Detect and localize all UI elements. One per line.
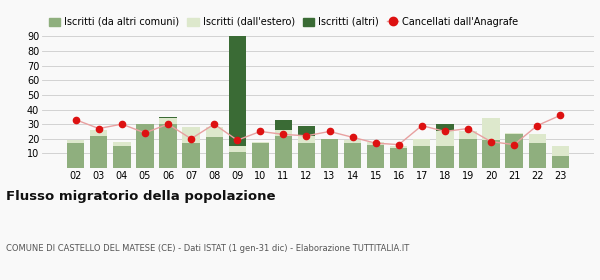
Bar xyxy=(275,130,292,136)
Bar xyxy=(460,131,476,139)
Bar xyxy=(229,25,246,146)
Bar xyxy=(482,118,500,140)
Bar xyxy=(182,127,200,143)
Bar xyxy=(551,156,569,168)
Bar xyxy=(229,146,246,152)
Bar xyxy=(367,144,385,168)
Bar xyxy=(113,142,131,146)
Bar xyxy=(551,146,569,156)
Bar xyxy=(160,118,176,124)
Bar xyxy=(298,126,315,136)
Bar xyxy=(298,136,315,143)
Bar xyxy=(67,143,85,168)
Bar xyxy=(505,134,523,168)
Bar xyxy=(390,148,407,168)
Bar xyxy=(460,139,476,168)
Bar xyxy=(251,143,269,168)
Bar xyxy=(90,136,107,168)
Bar xyxy=(90,130,107,136)
Bar xyxy=(182,143,200,168)
Bar xyxy=(529,134,546,143)
Bar xyxy=(206,137,223,168)
Bar xyxy=(413,146,430,168)
Bar xyxy=(67,140,85,143)
Bar xyxy=(251,142,269,143)
Bar xyxy=(413,139,430,146)
Bar xyxy=(436,146,454,168)
Bar xyxy=(436,124,454,131)
Bar xyxy=(160,124,176,168)
Bar xyxy=(436,131,454,146)
Bar xyxy=(482,140,500,168)
Bar xyxy=(321,139,338,168)
Bar xyxy=(160,117,176,118)
Bar xyxy=(136,124,154,168)
Bar xyxy=(298,143,315,168)
Bar xyxy=(390,146,407,148)
Bar xyxy=(367,142,385,144)
Text: COMUNE DI CASTELLO DEL MATESE (CE) - Dati ISTAT (1 gen-31 dic) - Elaborazione TU: COMUNE DI CASTELLO DEL MATESE (CE) - Dat… xyxy=(6,244,409,253)
Text: Flusso migratorio della popolazione: Flusso migratorio della popolazione xyxy=(6,190,275,203)
Bar xyxy=(206,127,223,137)
Legend: Iscritti (da altri comuni), Iscritti (dall'estero), Iscritti (altri), Cancellati: Iscritti (da altri comuni), Iscritti (da… xyxy=(47,15,520,29)
Bar xyxy=(113,146,131,168)
Bar xyxy=(344,143,361,168)
Bar xyxy=(344,140,361,143)
Bar xyxy=(229,152,246,168)
Bar xyxy=(275,136,292,168)
Bar xyxy=(505,133,523,134)
Bar xyxy=(529,143,546,168)
Bar xyxy=(275,120,292,130)
